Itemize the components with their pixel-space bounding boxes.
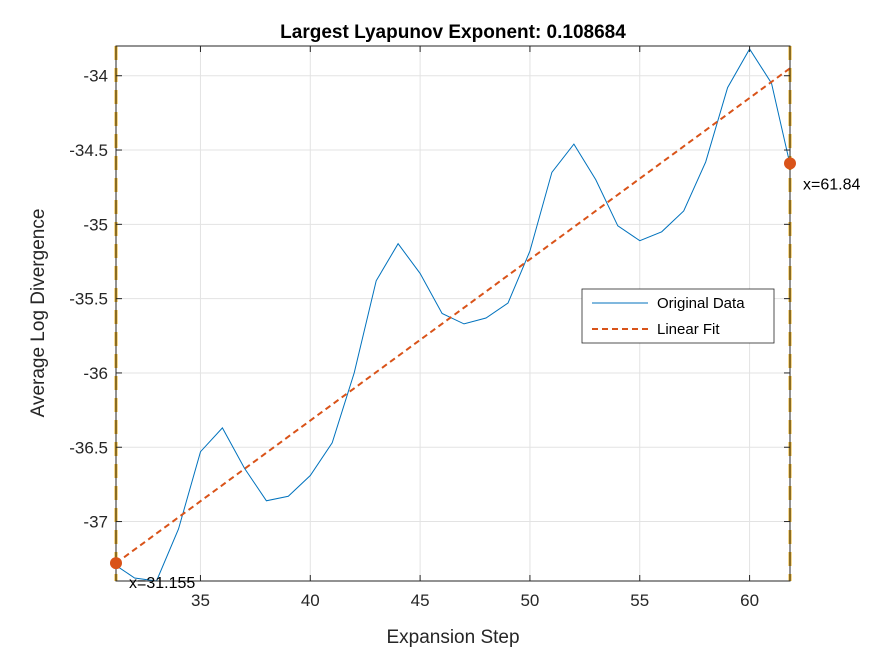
legend-label-linear-fit: Linear Fit xyxy=(657,321,720,338)
legend: Original Data Linear Fit xyxy=(581,288,775,344)
series-line-original-data xyxy=(116,48,790,581)
x-tick-label: 60 xyxy=(740,591,759,610)
y-tick-label: -34.5 xyxy=(69,141,108,160)
chart-title: Largest Lyapunov Exponent: 0.108684 xyxy=(280,22,626,43)
x-tick-label: 45 xyxy=(411,591,430,610)
markers-layer: x=31.155 x=61.84 xyxy=(110,157,860,592)
series-layer xyxy=(116,48,790,581)
y-tick-label: -37 xyxy=(83,513,108,532)
y-axis-label: Average Log Divergence xyxy=(28,209,49,418)
y-tick-label: -36 xyxy=(83,364,108,383)
marker-label: x=31.155 xyxy=(129,575,195,592)
ticks: 35 40 45 50 55 60 -34 -34.5 -35 -35.5 -36 -36.5 -37 xyxy=(69,46,790,610)
data-marker xyxy=(784,157,796,170)
y-tick-label: -35 xyxy=(83,215,108,234)
marker-label: x=61.84 xyxy=(803,176,860,193)
x-tick-label: 40 xyxy=(301,591,320,610)
data-marker xyxy=(110,557,122,570)
y-tick-label: -36.5 xyxy=(69,438,108,457)
y-tick-label: -35.5 xyxy=(69,290,108,309)
x-tick-label: 50 xyxy=(520,591,539,610)
axes-box xyxy=(115,45,791,582)
legend-label-original-data: Original Data xyxy=(657,295,745,312)
x-tick-label: 55 xyxy=(630,591,649,610)
legend-box xyxy=(581,288,775,344)
x-axis-label: Expansion Step xyxy=(386,627,519,648)
x-tick-label: 35 xyxy=(191,591,210,610)
y-tick-label: -34 xyxy=(83,67,108,86)
